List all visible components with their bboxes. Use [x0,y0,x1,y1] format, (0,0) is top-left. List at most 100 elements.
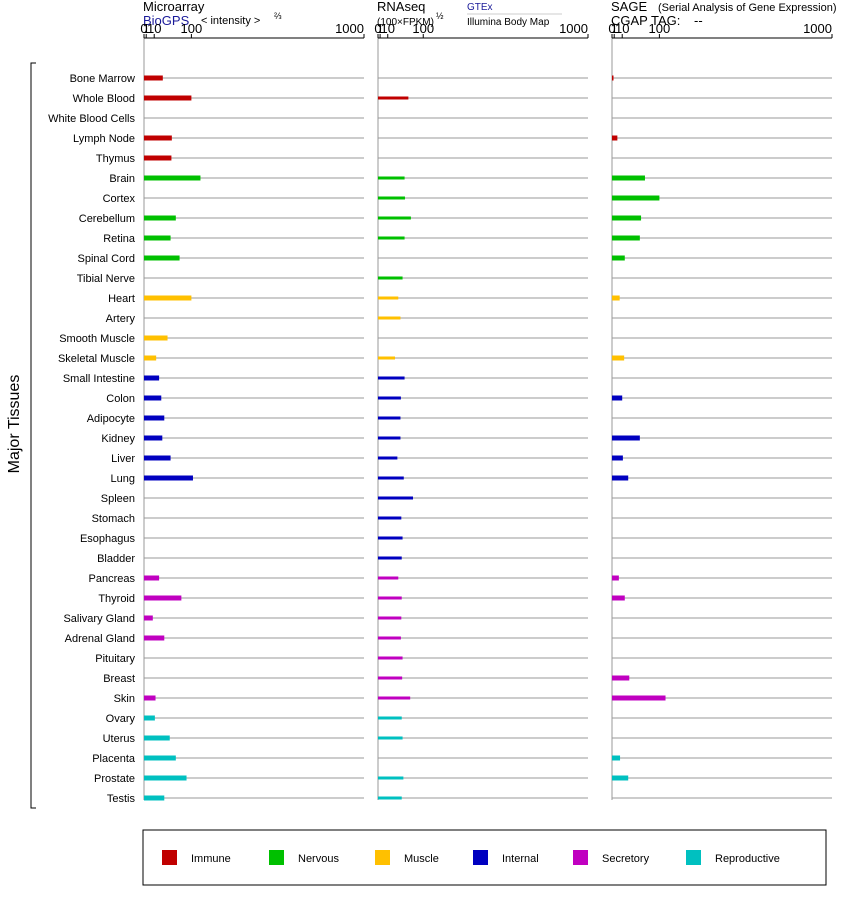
rnaseq-tick-label: 1000 [559,21,588,36]
rnaseq-bar [378,556,402,560]
microarray-bar [144,415,165,421]
microarray-bar [144,375,160,381]
sage-bar [612,695,666,701]
sage-bar [612,135,618,141]
rnaseq-bar [378,456,398,460]
tissue-labels: Bone Marrow Whole Blood White Blood Cells L… [48,73,136,805]
sage-bar [612,235,640,241]
microarray-tick-label: 0 [140,21,147,36]
rnaseq-bar [378,356,395,360]
tissue-label: Pancreas [89,573,136,585]
sage-bar [612,395,623,401]
rnaseq-bar [378,576,399,580]
rnaseq-bar [378,176,405,180]
sage-tick-label: 0 [608,21,615,36]
rnaseq-bar [378,516,402,520]
rnaseq-bar [378,416,401,420]
microarray-bar [144,215,176,221]
tissue-label: Tibial Nerve [77,273,135,285]
tissue-label: Pituitary [95,653,135,665]
sage-header: SAGE (Serial Analysis of Gene Expression… [611,0,837,28]
microarray-bar [144,335,168,341]
tissue-label: Cortex [103,193,136,205]
rnaseq-tick-label: 10 [381,21,395,36]
microarray-bar [144,795,165,801]
biogps-link[interactable]: BioGPS [143,13,190,28]
tissue-label: Ovary [106,713,136,725]
tissue-label: Adrenal Gland [65,633,135,645]
tissue-label: Testis [107,793,136,805]
rnaseq-bar [378,296,399,300]
rnaseq-bar [378,776,404,780]
rnaseq-bar [378,736,403,740]
illumina-body-map-link[interactable]: Illumina Body Map [467,17,550,28]
sage-title: SAGE [611,0,647,14]
microarray-bar [144,575,160,581]
tissue-label: Brain [109,173,135,185]
legend-swatch-immune [162,850,177,865]
tissue-label: Colon [106,393,135,405]
microarray-title: Microarray [143,0,205,14]
tissue-label: Retina [103,233,136,245]
microarray-bar [144,595,182,601]
legend-swatch-internal [473,850,488,865]
legend-swatch-reproductive [686,850,701,865]
rnaseq-bar [378,96,409,100]
microarray-tick-label: 1000 [335,21,364,36]
rnaseq-tick-label: 100 [412,21,434,36]
microarray-scale-exponent: ⅔ [274,11,282,21]
tissue-label: Placenta [92,753,136,765]
microarray-bar [144,615,153,621]
legend-swatch-nervous [269,850,284,865]
rnaseq-tick-label: 1 [376,21,383,36]
rnaseq-bar [378,716,402,720]
microarray-bar [144,735,170,741]
legend-label-secretory: Secretory [602,853,650,865]
tissue-label: Small Intestine [63,373,135,385]
sage-bar [612,475,629,481]
tissue-label: Skeletal Muscle [58,353,135,365]
tissue-label: White Blood Cells [48,113,135,125]
tissue-label: Prostate [94,773,135,785]
legend-box [142,829,827,886]
microarray-tick-label: 10 [147,21,161,36]
rnaseq-bar [378,396,401,400]
tissue-bracket [30,62,36,809]
microarray-tick-label: 1 [143,21,150,36]
tissue-label: Bladder [97,553,135,565]
microarray-bar [144,135,172,141]
microarray-tick-label: 100 [181,21,203,36]
tissue-label: Whole Blood [73,93,135,105]
sage-tick-label: 100 [649,21,671,36]
rnaseq-bar [378,676,403,680]
tissue-label: Esophagus [80,533,136,545]
rnaseq-tick-label: 0 [374,21,381,36]
rnaseq-bar [378,376,405,380]
tissue-label: Lung [111,473,135,485]
rnaseq-bar [378,196,405,200]
legend-label-immune: Immune [191,853,231,865]
tissue-label: Breast [103,673,135,685]
tissue-label: Stomach [92,513,135,525]
rnaseq-bar [378,616,402,620]
microarray-bar [144,715,155,721]
gtex-link[interactable]: GTEx [467,2,493,13]
microarray-bar [144,435,163,441]
rnaseq-scale-label: (100×FPKM) [377,17,434,28]
microarray-bar [144,255,180,261]
microarray-bar [144,395,162,401]
tissue-label: Smooth Muscle [59,333,135,345]
tissue-label: Cerebellum [79,213,135,225]
legend: Immune Nervous Muscle Internal Secretory Repr… [162,850,780,865]
microarray-scale-label: < intensity > [201,15,260,27]
rnaseq-bar [378,476,404,480]
legend-label-reproductive: Reproductive [715,853,780,865]
tissue-label: Salivary Gland [63,613,135,625]
tissue-label: Liver [111,453,135,465]
sage-tick-label: 1000 [803,21,832,36]
rnaseq-bar [378,216,411,220]
